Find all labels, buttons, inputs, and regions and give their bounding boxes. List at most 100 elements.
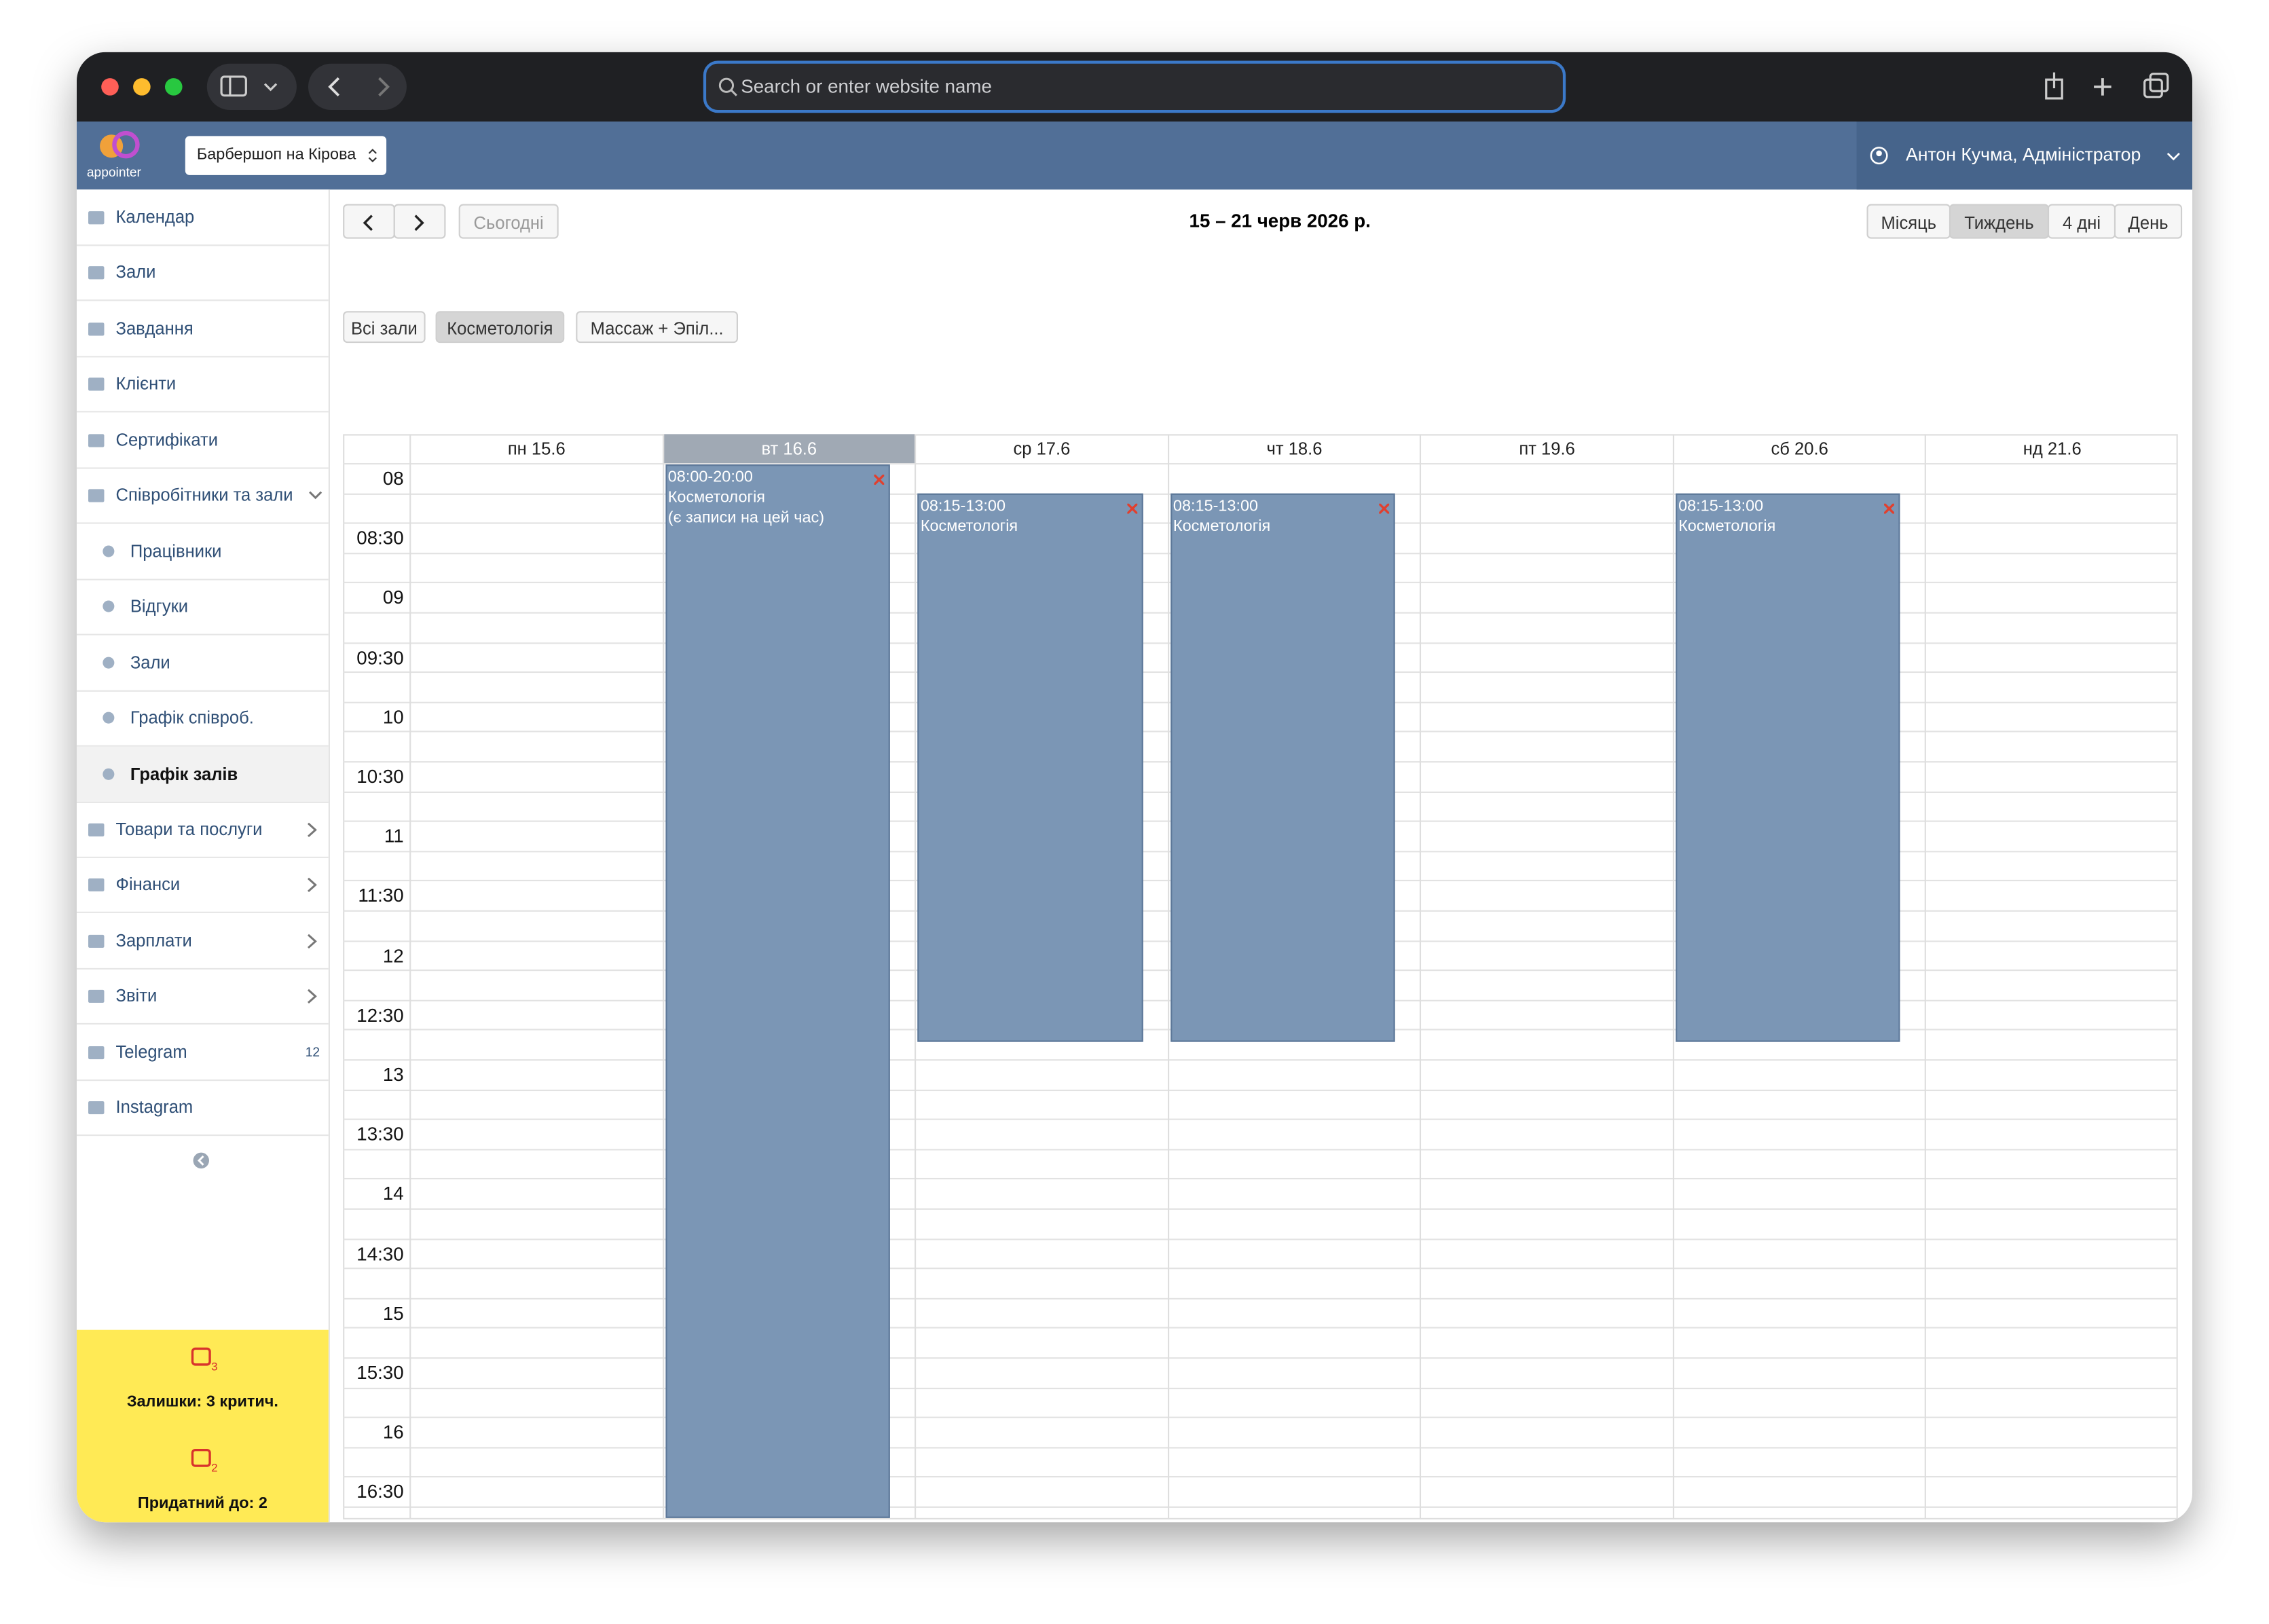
sidebar-icon [88, 1046, 105, 1059]
prev-button[interactable] [343, 204, 395, 239]
time-label: 09 [382, 587, 404, 609]
sidebar-item[interactable]: Клієнти [76, 356, 329, 413]
view-button[interactable]: Місяць [1866, 204, 1951, 239]
day-header: сб 20.6 [1672, 434, 1925, 464]
sidebar-item[interactable]: Графік залів [76, 745, 329, 802]
filter-button[interactable]: Всі зали [343, 311, 426, 344]
grid-line [343, 1446, 2178, 1449]
grid-line [343, 1118, 2178, 1121]
minimize-button[interactable] [133, 78, 151, 96]
sidebar-item[interactable]: Працівники [76, 523, 329, 580]
sidebar-icon [88, 934, 105, 948]
chevron [307, 878, 317, 893]
view-button[interactable]: Тиждень [1949, 204, 2050, 239]
view-button[interactable]: День [2114, 204, 2183, 239]
sidebar-label: Telegram [115, 1041, 187, 1062]
sidebar-icon [88, 322, 105, 336]
sidebar-icon [88, 879, 105, 892]
sidebar-label: Календар [115, 206, 195, 227]
alert-badge: 3 [211, 1360, 218, 1373]
grid-line [343, 1208, 2178, 1210]
sidebar-item[interactable]: Завдання [76, 301, 329, 358]
event-title: Косметологія [1173, 517, 1271, 535]
browser-window: Search or enter website name appointer Б… [76, 52, 2193, 1523]
sidebar-item[interactable]: Зарплати [76, 913, 329, 970]
event[interactable]: 08:15-13:00 Косметологія [1675, 492, 1901, 1042]
collapse-button[interactable] [192, 1152, 210, 1170]
app-header: appointer Барбершоп на Кірова Антон Кучм… [76, 122, 2193, 190]
sidebar-icon [88, 211, 105, 225]
filter-button[interactable]: Массаж + Эпіл... [576, 311, 739, 344]
arrows [363, 215, 424, 232]
sidebar-toggle[interactable] [206, 63, 297, 110]
alert-label: Придатний до: 2 [137, 1494, 268, 1513]
sidebar-item[interactable]: Instagram [76, 1079, 329, 1137]
column-line [1167, 463, 1169, 1519]
filter-button[interactable]: Косметологія [435, 311, 565, 344]
day-header: вт 16.6 [662, 434, 915, 464]
alert-label: Залишки: 3 критич. [126, 1393, 278, 1411]
title-bar: Search or enter website name [76, 52, 2193, 122]
time-label: 13:30 [356, 1123, 404, 1145]
sidebar-item[interactable]: Товари та послуги [76, 802, 329, 858]
sidebar-item[interactable]: Відгуки [76, 579, 329, 635]
event-time: 08:15-13:00 [1678, 497, 1764, 515]
nav-buttons[interactable] [308, 63, 407, 110]
location-name: Барбершоп на Кірова [196, 146, 356, 164]
address-bar[interactable]: Search or enter website name [703, 60, 1566, 113]
user-menu[interactable]: Антон Кучма, Адміністратор [1856, 122, 2193, 190]
sidebar-item[interactable]: Зали [76, 245, 329, 302]
time-label: 14:30 [356, 1242, 404, 1264]
today-button[interactable]: Сьогодні [458, 204, 559, 239]
url-placeholder: Search or enter website name [741, 75, 992, 97]
event[interactable]: 08:00-20:00 Косметологія (є записи на цей … [665, 464, 891, 1518]
grid-line [343, 1089, 2178, 1091]
sidebar-label: Сертифікати [115, 429, 219, 450]
sidebar-item[interactable]: Звіти [76, 969, 329, 1025]
time-label: 11:30 [358, 885, 404, 907]
sidebar-label: Зарплати [115, 930, 192, 951]
sidebar-item[interactable]: Календар [76, 189, 329, 246]
sidebar-icon [103, 656, 115, 668]
zoom-button[interactable] [164, 78, 183, 96]
grid-line [343, 1148, 2178, 1151]
sidebar-icon [88, 1101, 105, 1115]
event[interactable]: 08:15-13:00 Косметологія [917, 492, 1143, 1042]
time-label: 12:30 [356, 1003, 404, 1026]
delete-icon[interactable] [1379, 502, 1390, 513]
sidebar-item[interactable]: Графік співроб. [76, 690, 329, 747]
alert-icon [191, 1448, 211, 1467]
grid-line [343, 1297, 2178, 1299]
user-icon [1870, 147, 1888, 165]
badge: 12 [305, 1044, 320, 1059]
sidebar-label: Зали [130, 652, 170, 673]
sidebar-icon [103, 545, 115, 557]
grid-line [343, 1506, 2178, 1508]
column-line [1420, 463, 1422, 1519]
sidebar-label: Клієнти [115, 373, 177, 394]
delete-icon[interactable] [1884, 502, 1895, 513]
event-time: 08:15-13:00 [1173, 497, 1259, 515]
sidebar-item[interactable]: Фінанси [76, 857, 329, 914]
delete-icon[interactable] [874, 475, 885, 485]
view-button[interactable]: 4 дні [2047, 204, 2116, 239]
column-line [409, 463, 411, 1519]
event[interactable]: 08:15-13:00 Косметологія [1170, 492, 1396, 1042]
grid-line [343, 463, 2178, 465]
sidebar-item[interactable]: Співробітники та зали [76, 468, 329, 525]
sidebar-label: Графік залів [130, 763, 238, 784]
grid-line [343, 1178, 2178, 1180]
sidebar-item[interactable]: Зали [76, 635, 329, 691]
close-button[interactable] [101, 78, 119, 96]
sidebar-item[interactable]: Сертифікати [76, 412, 329, 469]
user-name: Антон Кучма, Адміністратор [1906, 145, 2141, 165]
grid-line [343, 1357, 2178, 1359]
location-select[interactable]: Барбершоп на Кірова [185, 136, 387, 175]
time-label: 09:30 [356, 646, 404, 668]
sidebar-item[interactable]: Telegram 12 [76, 1024, 329, 1081]
day-header: пт 19.6 [1420, 434, 1672, 464]
prev-next[interactable] [343, 204, 446, 240]
delete-icon[interactable] [1126, 502, 1137, 513]
